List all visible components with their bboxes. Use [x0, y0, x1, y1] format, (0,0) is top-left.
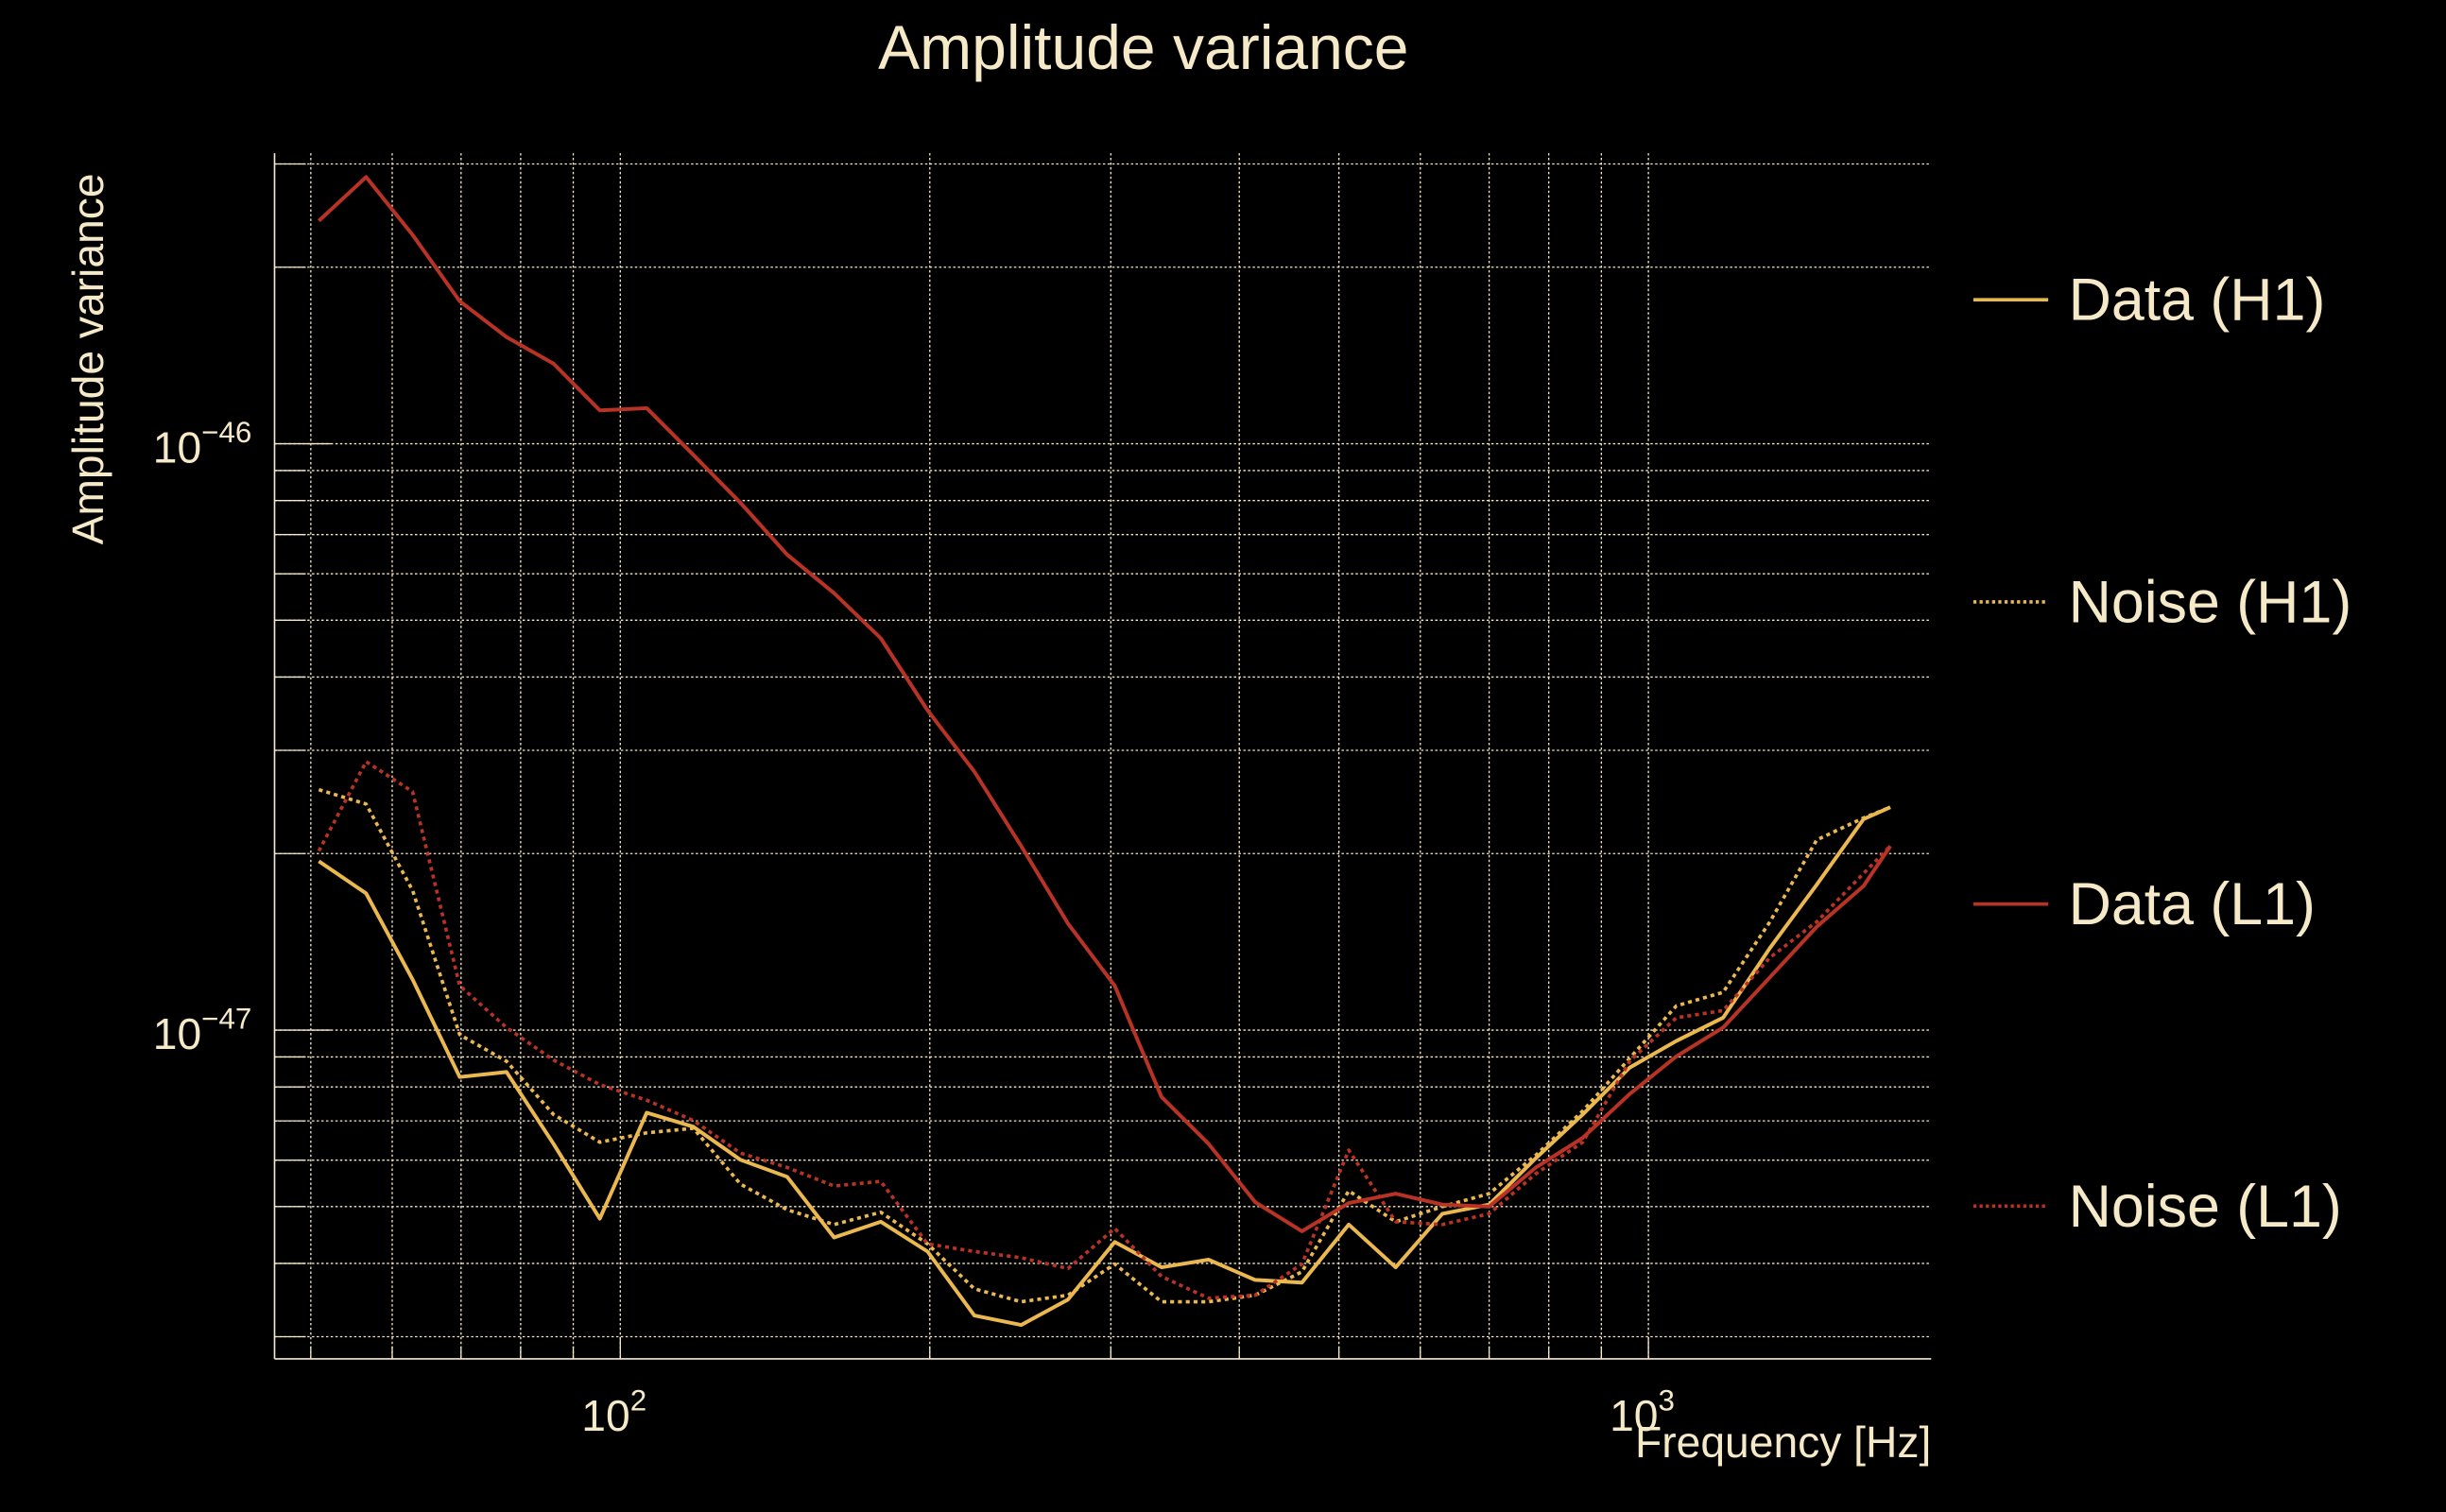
x-axis-label: Frequency [Hz]: [1635, 1418, 1931, 1467]
legend-label-data-h1: Data (H1): [2069, 267, 2326, 334]
legend: Data (H1) Noise (H1) Data (L1) Noise (L1): [1972, 267, 2352, 1240]
x-tick-label: 103: [1610, 1383, 1675, 1439]
legend-label-data-l1: Data (L1): [2069, 871, 2316, 937]
series-line-noise-h1: [318, 787, 1891, 1304]
series-line-data-h1: [318, 805, 1891, 1328]
y-tick-label: 10−46: [153, 416, 252, 472]
legend-label-noise-l1: Noise (L1): [2069, 1174, 2342, 1240]
axes: [273, 153, 1932, 1360]
grid: [274, 153, 1932, 1359]
chart-title: Amplitude variance: [878, 12, 1408, 82]
x-tick-label: 102: [581, 1383, 646, 1439]
series-lines: [317, 175, 1892, 1328]
series-line-noise-l1: [317, 760, 1892, 1300]
series-line-data-l1: [318, 175, 1892, 1233]
y-axis-label: Amplitude variance: [63, 173, 112, 544]
legend-label-noise-h1: Noise (H1): [2069, 569, 2352, 635]
tick-labels: 102 103 10−46 10−47: [153, 416, 1675, 1440]
y-tick-label: 10−47: [153, 1002, 252, 1057]
